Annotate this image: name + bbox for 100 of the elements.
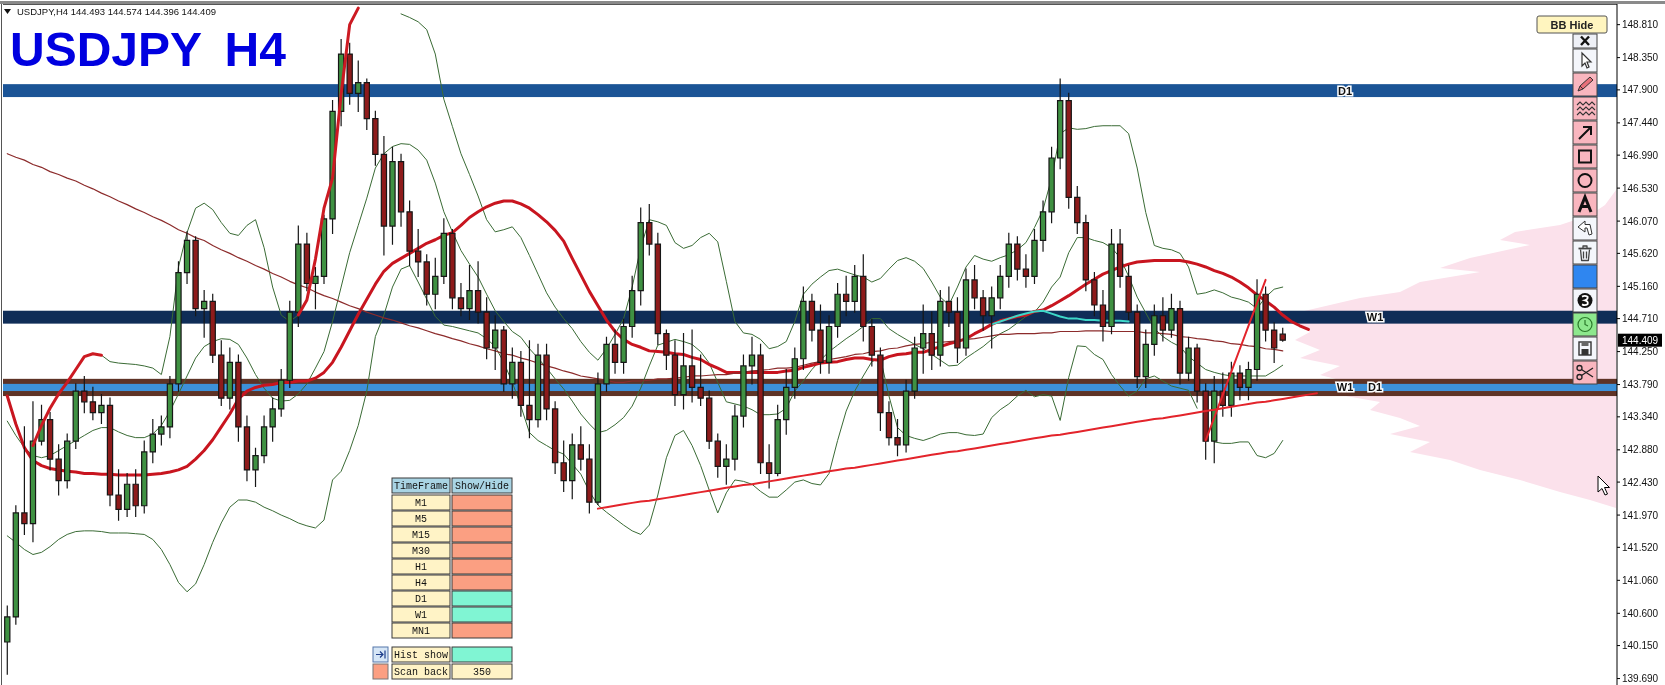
candlestick <box>1005 232 1012 288</box>
candlestick <box>209 293 216 363</box>
y-tick-label: 141.970 <box>1622 509 1659 521</box>
candlestick <box>286 300 293 389</box>
candlestick <box>98 394 105 424</box>
table-cell: M1 <box>391 494 451 511</box>
candlestick <box>81 376 88 414</box>
table-cell: M15 <box>391 526 451 543</box>
candlestick <box>440 218 448 285</box>
candlestick <box>671 340 679 406</box>
candlestick <box>1253 279 1261 381</box>
candlestick <box>72 383 79 449</box>
band-label: D1 <box>1337 84 1353 97</box>
candlestick <box>389 146 396 245</box>
candlestick <box>1185 336 1192 381</box>
candlestick <box>363 78 370 130</box>
annotation: D1 <box>414 593 428 605</box>
candlestick <box>997 264 1004 310</box>
candlestick <box>988 286 995 349</box>
candlestick <box>200 290 208 338</box>
header-cell: TimeFrame <box>391 477 451 494</box>
y-tick-label: 146.530 <box>1622 182 1659 194</box>
candlestick <box>637 207 644 306</box>
y-tick-label: 139.690 <box>1622 673 1659 685</box>
candlestick <box>218 340 225 406</box>
candlestick <box>123 472 131 518</box>
candlestick <box>1236 365 1244 401</box>
y-tick-label: 143.340 <box>1622 411 1659 423</box>
candlestick <box>149 419 156 464</box>
candlestick <box>500 325 507 392</box>
candlestick <box>731 404 739 471</box>
candlestick <box>817 304 824 374</box>
table-cell: Scan back <box>391 663 451 680</box>
candlestick <box>483 297 490 360</box>
candlestick <box>1082 214 1090 292</box>
candlestick <box>723 444 730 485</box>
candlestick <box>1193 343 1201 403</box>
y-tick-label: 142.880 <box>1622 444 1659 456</box>
candlestick <box>12 505 20 625</box>
annotation: M15 <box>411 529 431 541</box>
candlestick <box>791 347 798 399</box>
candlestick <box>175 261 182 392</box>
table-cell: M5 <box>391 510 451 527</box>
candlestick <box>1074 186 1081 234</box>
candlestick <box>868 318 876 367</box>
annotation: H1 <box>414 561 428 573</box>
candlestick <box>346 42 353 105</box>
candlestick <box>509 347 516 399</box>
candlestick <box>295 225 302 328</box>
annotation: 350 <box>472 666 492 678</box>
line-series <box>990 309 1130 326</box>
candlestick <box>757 343 764 475</box>
line-series <box>6 153 1284 384</box>
candlestick <box>380 135 388 256</box>
candlestick <box>166 376 174 439</box>
band-label: W1 <box>1336 381 1354 394</box>
annotation: W1 <box>414 609 428 621</box>
candlestick <box>714 433 721 478</box>
candlestick <box>517 350 525 417</box>
candlestick <box>628 275 636 338</box>
y-tick-label: 140.150 <box>1622 640 1659 652</box>
candlestick <box>158 415 165 446</box>
candlestick <box>894 419 901 457</box>
candlestick <box>774 404 781 477</box>
candlestick <box>260 415 268 464</box>
candlestick <box>697 354 704 406</box>
candlestick <box>680 333 687 410</box>
y-tick-label: 140.600 <box>1622 607 1659 619</box>
candlestick <box>1099 290 1107 342</box>
candlestick <box>21 426 28 536</box>
candlestick <box>808 293 816 342</box>
y-tick-label: 142.430 <box>1622 476 1659 488</box>
candlestick <box>911 336 918 399</box>
candlestick <box>526 340 533 439</box>
candlestick <box>971 264 978 310</box>
candlestick <box>543 343 550 421</box>
candlestick <box>1279 327 1286 342</box>
candlestick <box>141 440 148 514</box>
candlestick <box>1159 297 1167 342</box>
candlestick <box>834 282 841 338</box>
candlestick <box>534 343 542 428</box>
candlestick <box>1270 322 1278 363</box>
candlestick <box>937 290 944 367</box>
candlestick <box>492 315 499 371</box>
candlestick <box>466 264 473 320</box>
candlestick <box>569 433 576 500</box>
candlestick <box>1151 304 1158 356</box>
chart-title: USDJPY H4 <box>10 23 287 76</box>
candlestick <box>748 336 756 385</box>
candlestick <box>1168 293 1175 338</box>
table-cell: 350 <box>451 663 513 680</box>
candlestick <box>1108 229 1115 335</box>
candlestick <box>414 229 422 277</box>
candlestick <box>1125 264 1132 320</box>
band-label: W1 <box>1366 311 1384 324</box>
y-tick-label: 144.710 <box>1622 313 1659 325</box>
candlestick <box>551 401 559 475</box>
candlestick <box>765 444 773 489</box>
candlestick <box>252 447 259 487</box>
y-tick-label: 145.160 <box>1622 280 1659 292</box>
